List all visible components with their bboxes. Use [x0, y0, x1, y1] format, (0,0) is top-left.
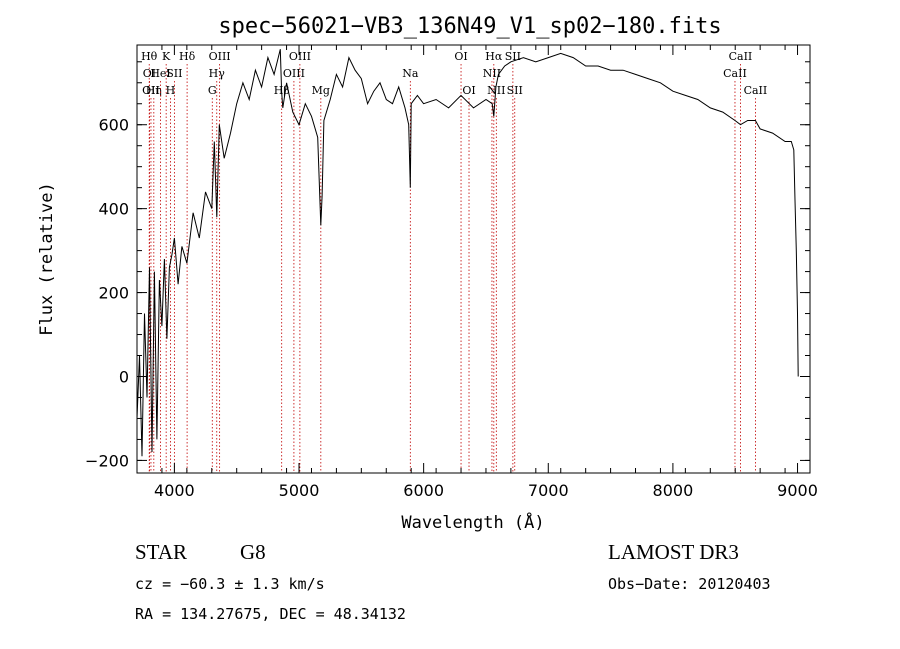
y-tick-label: 200	[98, 284, 129, 303]
x-tick-label: 9000	[777, 481, 818, 500]
line-marker-label: Hθ	[141, 50, 158, 63]
line-marker-label: OI	[454, 50, 467, 63]
line-marker-label: Mg	[312, 84, 330, 97]
line-marker-label: Hδ	[179, 50, 196, 63]
x-axis-label: Wavelength (Å)	[401, 511, 544, 533]
line-marker-label: OII	[142, 84, 160, 97]
line-marker-label: Na	[402, 67, 419, 80]
x-tick-label: 4000	[154, 481, 195, 500]
line-marker-label: SII	[166, 67, 182, 80]
y-tick-label: −200	[85, 451, 129, 470]
y-tick-label: 0	[119, 367, 129, 386]
x-tick-label: 6000	[403, 481, 444, 500]
line-marker-label: Hα	[485, 50, 503, 63]
line-marker-label: OIII	[209, 50, 231, 63]
y-tick-label: 600	[98, 116, 129, 135]
line-marker-label: SII	[507, 84, 523, 97]
line-marker-label: CaII	[723, 67, 747, 80]
redshift-readout: cz = −60.3 ± 1.3 km/s	[135, 575, 325, 593]
y-tick-label: 400	[98, 200, 129, 219]
line-marker-label: CaII	[729, 50, 753, 63]
line-marker-label: HeI	[150, 67, 170, 80]
y-axis-label: Flux (relative)	[37, 182, 57, 336]
coordinates: RA = 134.27675, DEC = 48.34132	[135, 605, 406, 623]
plot-frame	[136, 44, 811, 474]
line-marker-label: Hη	[146, 84, 162, 97]
line-marker-label: CaII	[744, 84, 768, 97]
line-marker-label: NII	[487, 84, 505, 97]
object-class: STAR	[135, 540, 187, 564]
x-tick-label: 8000	[653, 481, 694, 500]
line-marker-label: OIII	[283, 67, 305, 80]
line-marker-label: H	[166, 84, 176, 97]
obs-date: Obs−Date: 20120403	[608, 575, 771, 593]
x-tick-label: 7000	[528, 481, 569, 500]
line-marker-label: K	[162, 50, 171, 63]
survey-name: LAMOST DR3	[608, 540, 739, 564]
x-tick-label: 5000	[279, 481, 320, 500]
line-marker-label: OI	[462, 84, 475, 97]
spectral-subclass: G8	[240, 540, 266, 564]
line-marker-label: Hγ	[209, 67, 226, 80]
spectrum-series	[136, 49, 799, 457]
axis-ticks: 4000 5000 6000 7000 8000 9000 −200 0 200 400 600	[85, 45, 818, 500]
line-marker-label: NII	[483, 67, 501, 80]
chart-title: spec−56021−VB3_136N49_V1_sp02−180.fits	[218, 14, 721, 39]
line-marker-label: G	[208, 84, 217, 97]
line-marker-label: OI	[143, 67, 156, 80]
line-marker-label: OIII	[289, 50, 311, 63]
